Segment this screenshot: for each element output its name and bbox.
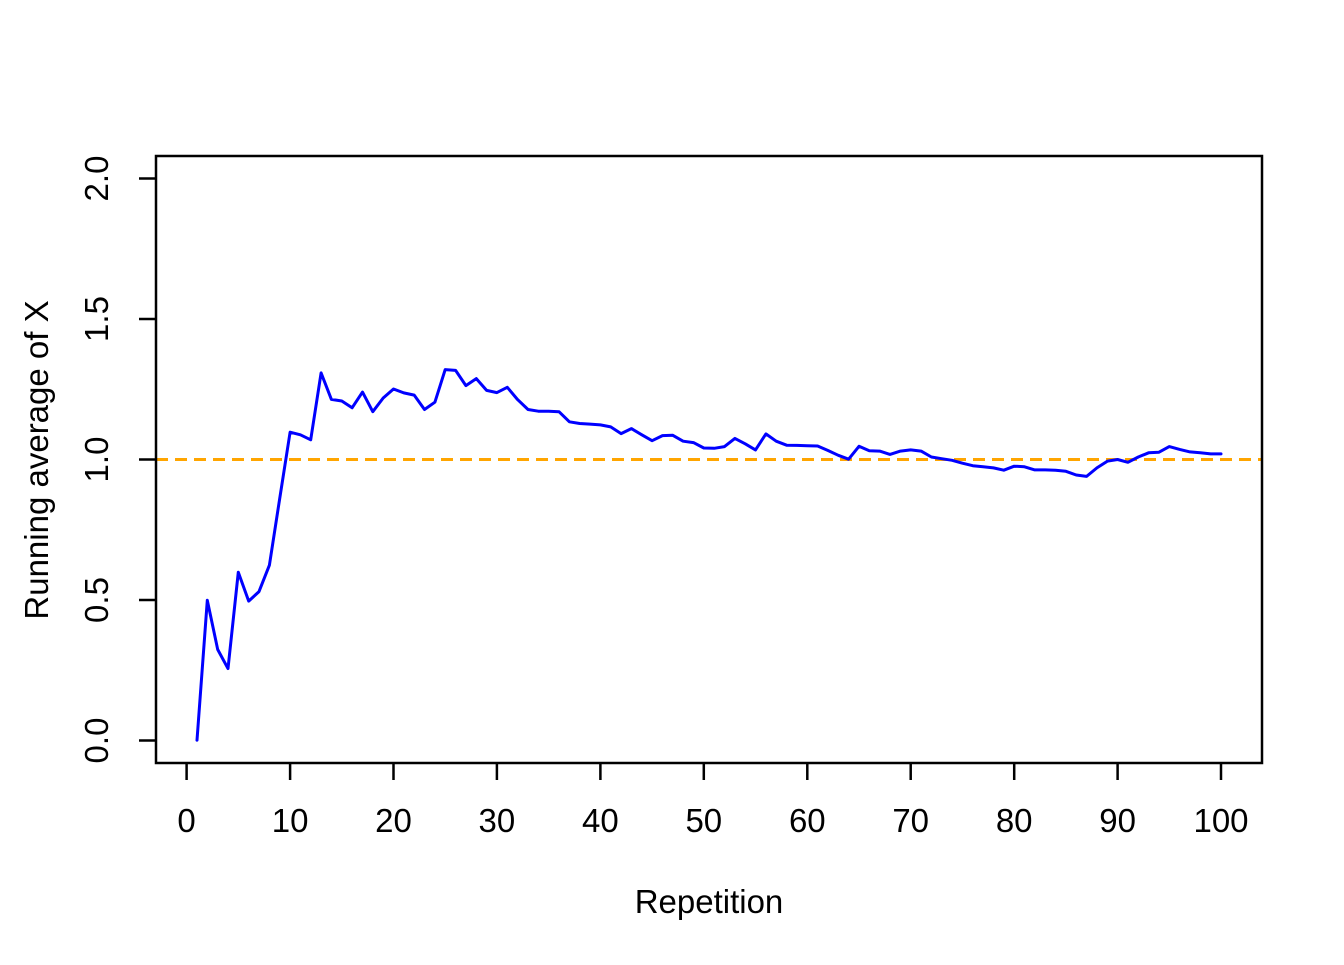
y-axis-title: Running average of X [18,300,55,619]
x-axis-tick-label: 70 [892,802,929,839]
y-axis-tick-label: 1.5 [78,296,115,342]
y-axis-tick-label: 0.5 [78,577,115,623]
y-axis-tick-label: 0.0 [78,718,115,764]
x-axis-tick-label: 20 [375,802,412,839]
x-axis-tick-label: 100 [1193,802,1248,839]
x-axis-tick-label: 0 [177,802,195,839]
x-axis-tick-label: 10 [272,802,309,839]
data-polyline [195,368,1223,742]
y-axis-tick-label: 2.0 [78,156,115,202]
x-axis-tick-label: 90 [1099,802,1136,839]
plot-area: 0 10 20 30 40 50 60 70 80 90 100 0.0 0.5 1.0 1.5 2.0 [78,154,1264,839]
x-axis-tick-label: 30 [479,802,516,839]
x-axis-tick-label: 80 [996,802,1033,839]
x-axis-title: Repetition [635,883,784,920]
x-axis-tick-label: 40 [582,802,619,839]
x-axis-tick-label: 50 [685,802,722,839]
y-axis-tick-label: 1.0 [78,437,115,483]
x-axis-tick-label: 60 [789,802,826,839]
